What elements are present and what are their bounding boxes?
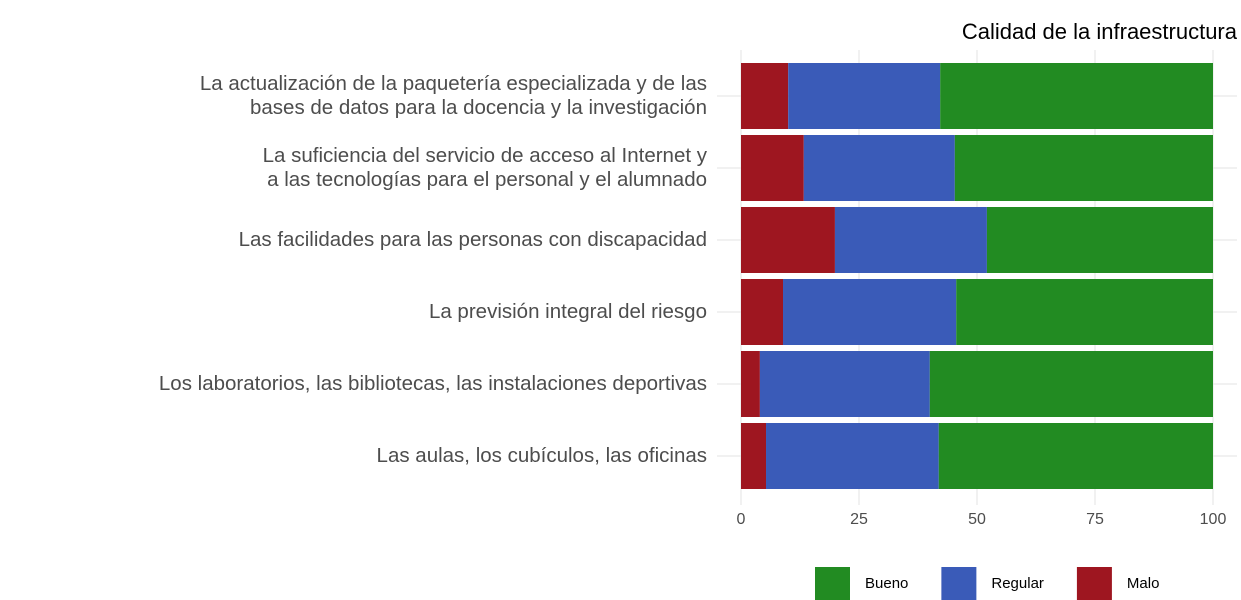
bar-segment <box>940 63 1213 129</box>
y-tick-label: Las facilidades para las personas con di… <box>238 228 707 251</box>
y-tick-label: Los laboratorios, las bibliotecas, las i… <box>158 372 707 395</box>
bar-segment <box>956 279 1213 345</box>
y-tick-label: Las aulas, los cubículos, las oficinas <box>376 444 707 467</box>
bar-segment <box>929 351 1213 417</box>
bar-segment <box>741 135 804 201</box>
x-tick-label: 75 <box>1086 511 1104 528</box>
bar-segment <box>766 423 939 489</box>
x-tick-label: 50 <box>968 511 986 528</box>
bar-segment <box>741 351 760 417</box>
bar-segment <box>834 207 987 273</box>
bar-segment <box>938 423 1213 489</box>
legend-swatch <box>815 567 850 600</box>
x-tick-label: 0 <box>737 511 746 528</box>
legend-swatch <box>941 567 977 600</box>
bar-segment <box>741 279 784 345</box>
bar-segment <box>759 351 930 417</box>
legend-label: Regular <box>991 575 1044 592</box>
y-tick-label: La suficiencia del servicio de acceso al… <box>262 144 707 191</box>
bar-segment <box>783 279 957 345</box>
bar-segment <box>986 207 1213 273</box>
legend-label: Bueno <box>865 575 908 592</box>
bar-segment <box>954 135 1213 201</box>
y-tick-label: La actualización de la paquetería especi… <box>199 72 707 119</box>
bar-segment <box>741 63 789 129</box>
legend-swatch <box>1076 567 1112 600</box>
bar-segment <box>741 207 835 273</box>
y-tick-label: La previsión integral del riesgo <box>428 300 707 323</box>
bar-segment <box>788 63 941 129</box>
bar-segment <box>803 135 955 201</box>
x-tick-label: 25 <box>850 511 868 528</box>
x-tick-label: 100 <box>1200 511 1227 528</box>
legend-label: Malo <box>1127 575 1160 592</box>
bar-segment <box>741 423 767 489</box>
chart-title: Calidad de la infraestructura <box>962 19 1238 44</box>
